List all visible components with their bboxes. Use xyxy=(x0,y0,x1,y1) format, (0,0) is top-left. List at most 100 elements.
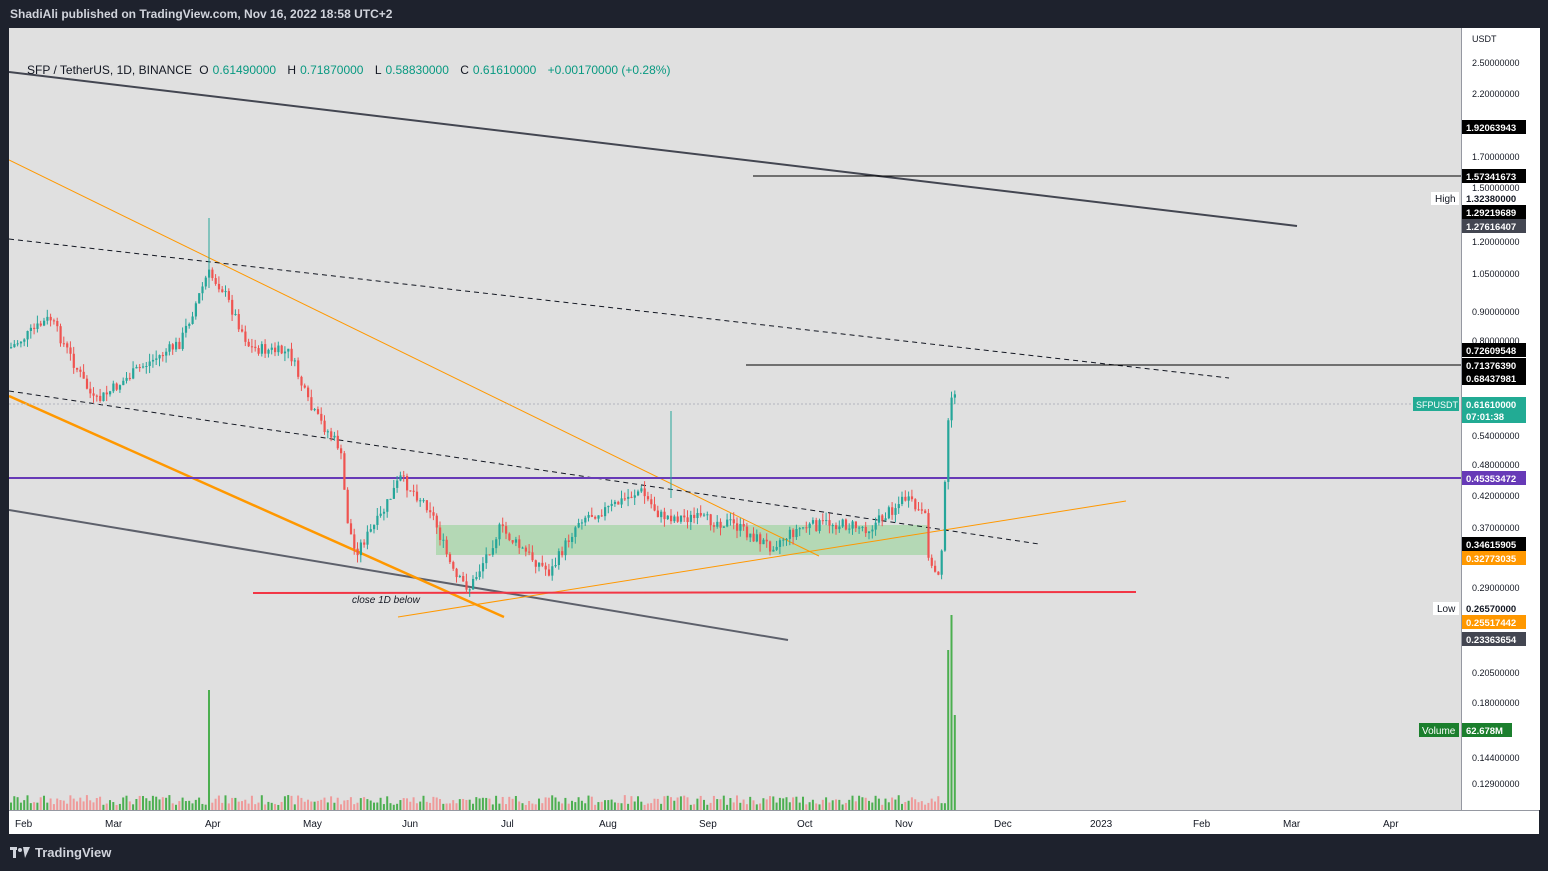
candle[interactable] xyxy=(752,527,755,542)
thick-orange-support[interactable] xyxy=(9,394,505,619)
candle[interactable] xyxy=(597,515,600,523)
candle[interactable] xyxy=(382,508,386,521)
candle[interactable] xyxy=(792,528,795,545)
candle[interactable] xyxy=(452,560,455,571)
candle[interactable] xyxy=(62,336,65,347)
candle[interactable] xyxy=(333,431,336,441)
candle[interactable] xyxy=(26,330,29,347)
candle[interactable] xyxy=(455,567,458,583)
candle[interactable] xyxy=(310,389,313,411)
candle[interactable] xyxy=(778,538,782,554)
candle[interactable] xyxy=(561,546,564,558)
candle[interactable] xyxy=(76,367,79,373)
candle[interactable] xyxy=(947,418,950,490)
candle[interactable] xyxy=(901,491,904,507)
orange-downtrend-line[interactable] xyxy=(9,159,820,557)
chart-pane[interactable]: close 1D below SFP / TetherUS, 1D, BINAN… xyxy=(9,28,1461,810)
candle[interactable] xyxy=(557,548,560,570)
candle[interactable] xyxy=(769,540,772,556)
candle[interactable] xyxy=(148,353,151,374)
candle[interactable] xyxy=(115,382,118,392)
candle[interactable] xyxy=(762,538,765,545)
red-support-line[interactable] xyxy=(252,591,1137,594)
candle[interactable] xyxy=(620,490,623,509)
candle[interactable] xyxy=(656,505,659,518)
candle[interactable] xyxy=(264,339,267,358)
candle[interactable] xyxy=(831,523,834,534)
candle[interactable] xyxy=(607,505,610,514)
candle[interactable] xyxy=(178,337,181,350)
candle[interactable] xyxy=(858,526,861,534)
candle[interactable] xyxy=(541,555,544,568)
candle[interactable] xyxy=(231,294,234,322)
candle[interactable] xyxy=(877,508,881,526)
candle[interactable] xyxy=(643,481,646,504)
candle[interactable] xyxy=(861,526,864,532)
candle[interactable] xyxy=(574,525,577,544)
candle[interactable] xyxy=(683,509,686,522)
candle[interactable] xyxy=(617,500,620,505)
candle[interactable] xyxy=(848,523,851,534)
candle[interactable] xyxy=(943,480,947,552)
candle[interactable] xyxy=(785,537,788,546)
candle[interactable] xyxy=(670,509,673,525)
candle[interactable] xyxy=(934,560,937,573)
candle[interactable] xyxy=(864,521,867,537)
candle[interactable] xyxy=(567,534,570,548)
candle[interactable] xyxy=(937,571,940,576)
candle[interactable] xyxy=(402,470,405,482)
candle[interactable] xyxy=(128,372,131,381)
candle[interactable] xyxy=(818,518,821,534)
candle[interactable] xyxy=(458,574,461,578)
candle[interactable] xyxy=(940,549,943,580)
candle[interactable] xyxy=(604,502,607,521)
candle[interactable] xyxy=(221,286,224,293)
candle[interactable] xyxy=(844,518,848,531)
candle[interactable] xyxy=(254,339,257,352)
candle[interactable] xyxy=(432,506,435,521)
candle[interactable] xyxy=(132,361,135,380)
candle[interactable] xyxy=(917,501,920,511)
candle[interactable] xyxy=(369,524,372,533)
candle[interactable] xyxy=(112,380,115,394)
candle[interactable] xyxy=(359,539,362,563)
candle[interactable] xyxy=(571,532,574,549)
candle[interactable] xyxy=(389,498,392,500)
candle[interactable] xyxy=(600,509,603,517)
candle[interactable] xyxy=(95,394,98,402)
candle[interactable] xyxy=(297,357,300,380)
candle[interactable] xyxy=(835,522,838,535)
candle[interactable] xyxy=(201,282,204,301)
candle[interactable] xyxy=(43,317,46,327)
candle[interactable] xyxy=(168,341,171,356)
candle[interactable] xyxy=(650,494,653,509)
candle[interactable] xyxy=(386,499,389,518)
candle[interactable] xyxy=(109,390,112,397)
candle[interactable] xyxy=(726,513,729,528)
candle[interactable] xyxy=(241,324,244,333)
candle[interactable] xyxy=(646,491,650,502)
candle[interactable] xyxy=(49,313,52,327)
candle[interactable] xyxy=(630,491,633,499)
candle[interactable] xyxy=(788,526,791,546)
candle[interactable] xyxy=(277,341,280,356)
candle[interactable] xyxy=(313,407,316,412)
candle[interactable] xyxy=(138,364,141,372)
candle[interactable] xyxy=(234,309,237,316)
candle[interactable] xyxy=(181,327,184,351)
candle[interactable] xyxy=(706,511,709,521)
candle[interactable] xyxy=(653,496,656,512)
candle[interactable] xyxy=(722,526,725,528)
candle[interactable] xyxy=(518,535,521,554)
candle[interactable] xyxy=(23,338,26,347)
candle[interactable] xyxy=(749,533,752,543)
candle[interactable] xyxy=(897,496,900,514)
candle[interactable] xyxy=(439,521,442,546)
candle[interactable] xyxy=(538,561,541,572)
candle[interactable] xyxy=(544,562,547,576)
candle[interactable] xyxy=(699,505,702,518)
candle[interactable] xyxy=(346,487,349,524)
candle[interactable] xyxy=(666,515,669,520)
candle[interactable] xyxy=(828,513,831,534)
candle[interactable] xyxy=(415,484,419,503)
